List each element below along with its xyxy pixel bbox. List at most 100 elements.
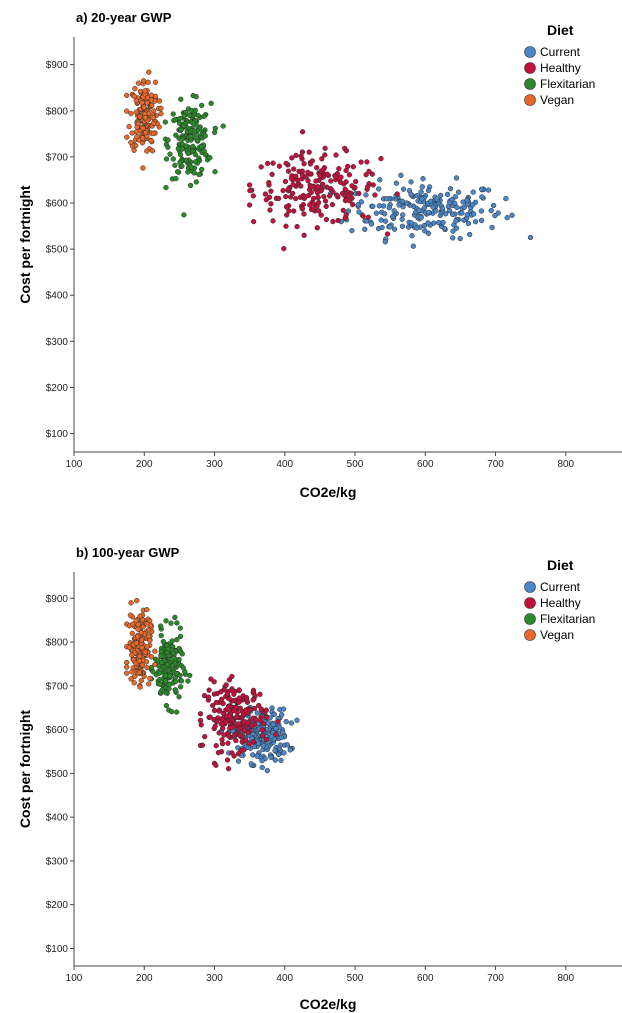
- y-tick-label: $800: [46, 106, 69, 117]
- scatter-point: [302, 194, 308, 200]
- y-axis-label: Cost per fortnight: [17, 185, 33, 304]
- scatter-point: [236, 695, 243, 701]
- scatter-point: [144, 621, 150, 627]
- scatter-point: [248, 761, 254, 767]
- scatter-point: [177, 684, 184, 690]
- scatter-point: [199, 742, 206, 748]
- scatter-point: [284, 742, 290, 748]
- legend-title: Diet: [547, 557, 574, 573]
- scatter-point: [251, 705, 258, 712]
- scatter-point: [254, 710, 260, 716]
- scatter-point: [148, 138, 154, 144]
- scatter-point: [227, 696, 233, 702]
- scatter-point: [142, 129, 149, 136]
- scatter-point: [319, 156, 325, 162]
- legend-marker: [524, 581, 536, 593]
- scatter-point: [467, 231, 473, 238]
- scatter-point: [478, 208, 485, 214]
- scatter-point: [207, 155, 213, 161]
- y-tick-label: $100: [46, 429, 69, 440]
- scatter-point: [187, 672, 193, 679]
- scatter-point: [156, 670, 163, 676]
- x-tick-label: 100: [66, 973, 83, 984]
- scatter-point: [400, 186, 407, 192]
- scatter-point: [158, 648, 164, 655]
- scatter-point: [313, 178, 319, 184]
- scatter-point: [187, 134, 194, 140]
- scatter-point: [134, 134, 140, 140]
- scatter-point: [208, 100, 214, 106]
- scatter-point: [299, 206, 306, 212]
- scatter-point: [164, 662, 171, 668]
- scatter-point: [461, 204, 467, 210]
- scatter-point: [227, 725, 233, 731]
- scatter-point: [146, 681, 152, 687]
- scatter-point: [287, 194, 294, 200]
- scatter-point: [259, 764, 265, 771]
- scatter-point: [273, 731, 279, 737]
- scatter-point: [221, 732, 227, 738]
- scatter-point: [124, 670, 130, 676]
- legend-label: Vegan: [540, 628, 574, 642]
- scatter-point: [126, 644, 132, 651]
- scatter-point: [315, 194, 321, 200]
- scatter-point: [422, 228, 428, 234]
- scatter-point: [176, 656, 182, 663]
- scatter-point: [282, 178, 289, 185]
- scatter-point: [291, 166, 297, 172]
- scatter-point: [158, 653, 164, 659]
- scatter-point: [163, 156, 170, 162]
- scatter-point: [144, 644, 150, 650]
- scatter-point: [145, 627, 152, 633]
- scatter-point: [376, 203, 383, 209]
- scatter-point: [450, 228, 456, 234]
- scatter-point: [187, 182, 194, 189]
- scatter-point: [328, 178, 334, 184]
- series-healthy: [197, 673, 281, 772]
- scatter-point: [172, 678, 179, 685]
- x-tick-label: 700: [487, 459, 504, 470]
- scatter-point: [250, 218, 257, 225]
- scatter-point: [145, 79, 151, 85]
- scatter-point: [260, 743, 266, 749]
- scatter-point: [301, 211, 307, 217]
- scatter-point: [419, 184, 425, 190]
- scatter-point: [315, 183, 321, 190]
- scatter-point: [418, 189, 424, 195]
- scatter-point: [179, 146, 185, 152]
- scatter-point: [183, 157, 190, 163]
- scatter-point: [430, 204, 436, 210]
- scatter-point: [349, 183, 355, 189]
- scatter-point: [489, 224, 495, 231]
- scatter-point: [163, 184, 169, 191]
- scatter-point: [421, 205, 427, 211]
- scatter-point: [137, 613, 143, 619]
- scatter-point: [266, 179, 272, 186]
- scatter-point: [213, 743, 219, 749]
- legend-label: Current: [540, 580, 581, 594]
- scatter-point: [504, 215, 510, 221]
- scatter-point: [147, 675, 153, 682]
- scatter-point: [346, 172, 353, 178]
- scatter-point: [235, 721, 241, 727]
- y-tick-label: $400: [46, 291, 69, 302]
- scatter-point: [138, 629, 145, 636]
- scatter-point: [213, 719, 220, 725]
- scatter-point: [195, 137, 201, 144]
- scatter-point: [124, 92, 130, 99]
- scatter-point: [320, 166, 327, 173]
- scatter-point: [167, 151, 173, 157]
- scatter-point: [383, 196, 390, 202]
- scatter-point: [398, 172, 404, 178]
- scatter-point: [137, 684, 143, 690]
- scatter-point: [198, 144, 205, 150]
- scatter-point: [156, 98, 163, 104]
- scatter-point: [246, 182, 253, 188]
- scatter-point: [350, 164, 356, 170]
- scatter-point: [139, 100, 145, 106]
- scatter-point: [298, 183, 304, 189]
- scatter-point: [124, 664, 130, 670]
- scatter-point: [174, 620, 180, 626]
- scatter-point: [441, 225, 448, 232]
- scatter-point: [408, 220, 414, 226]
